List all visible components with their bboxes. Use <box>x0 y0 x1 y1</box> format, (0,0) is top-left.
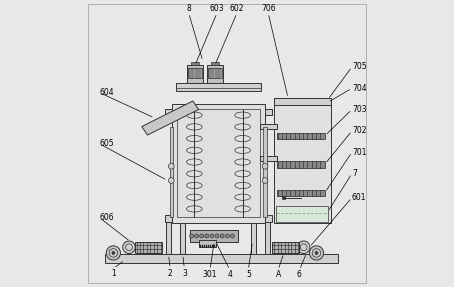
Bar <box>272 242 300 253</box>
Bar <box>282 196 285 199</box>
Bar <box>207 65 223 84</box>
Circle shape <box>297 241 310 253</box>
Bar <box>208 68 222 78</box>
Text: 603: 603 <box>210 4 224 13</box>
Bar <box>180 220 185 254</box>
Bar <box>212 245 213 247</box>
Text: 3: 3 <box>182 269 187 278</box>
Circle shape <box>168 164 174 169</box>
Circle shape <box>112 251 115 254</box>
Circle shape <box>231 234 234 238</box>
Bar <box>276 190 325 196</box>
Bar <box>206 245 207 247</box>
Circle shape <box>262 164 268 169</box>
Circle shape <box>315 251 318 254</box>
Circle shape <box>195 234 198 238</box>
Circle shape <box>200 234 204 238</box>
Circle shape <box>309 246 324 260</box>
Circle shape <box>262 178 268 183</box>
Bar <box>172 104 265 223</box>
Bar <box>166 220 171 254</box>
Bar <box>276 206 328 222</box>
Text: A: A <box>276 270 281 279</box>
Circle shape <box>215 234 219 238</box>
Bar <box>276 162 325 168</box>
Bar <box>208 245 209 247</box>
Bar <box>188 68 202 78</box>
Bar <box>251 220 256 254</box>
Bar <box>176 82 261 91</box>
Text: 7: 7 <box>352 169 357 178</box>
Text: 1: 1 <box>111 269 116 278</box>
Bar <box>274 98 331 105</box>
Text: 702: 702 <box>352 126 366 135</box>
Bar <box>198 240 216 247</box>
Bar <box>214 245 215 247</box>
Text: 606: 606 <box>99 213 114 222</box>
Circle shape <box>168 178 174 183</box>
Bar <box>260 156 276 161</box>
Bar <box>260 124 276 129</box>
Bar <box>274 104 331 223</box>
Bar <box>210 245 212 247</box>
Text: 705: 705 <box>352 62 367 71</box>
Circle shape <box>220 234 224 238</box>
Text: 5: 5 <box>246 270 251 279</box>
Text: 605: 605 <box>99 139 114 148</box>
Polygon shape <box>142 101 198 135</box>
Bar <box>276 133 325 139</box>
Bar <box>265 220 271 254</box>
Text: 703: 703 <box>352 105 367 114</box>
Text: 706: 706 <box>261 4 276 13</box>
Bar <box>178 110 260 218</box>
Text: 6: 6 <box>297 270 302 279</box>
Bar <box>187 65 203 84</box>
Bar <box>211 62 219 65</box>
Bar <box>164 109 272 115</box>
Text: 4: 4 <box>227 270 232 279</box>
Text: 602: 602 <box>230 4 244 13</box>
Bar <box>263 127 267 218</box>
Circle shape <box>106 246 120 260</box>
Text: 2: 2 <box>168 269 173 278</box>
Circle shape <box>189 234 193 238</box>
Text: 604: 604 <box>99 88 114 97</box>
Bar <box>204 245 205 247</box>
Text: 8: 8 <box>186 4 191 13</box>
Bar <box>200 245 202 247</box>
Bar <box>170 127 173 218</box>
Bar <box>191 62 199 65</box>
Text: 704: 704 <box>352 84 367 93</box>
Bar <box>190 230 238 242</box>
Text: 701: 701 <box>352 148 366 157</box>
Circle shape <box>123 241 135 253</box>
Bar <box>105 254 338 263</box>
Circle shape <box>205 234 209 238</box>
Circle shape <box>225 234 229 238</box>
Bar <box>135 242 162 253</box>
Text: 301: 301 <box>202 270 217 279</box>
Circle shape <box>210 234 214 238</box>
Bar <box>202 245 203 247</box>
Bar <box>164 216 272 222</box>
Text: 601: 601 <box>352 193 366 202</box>
